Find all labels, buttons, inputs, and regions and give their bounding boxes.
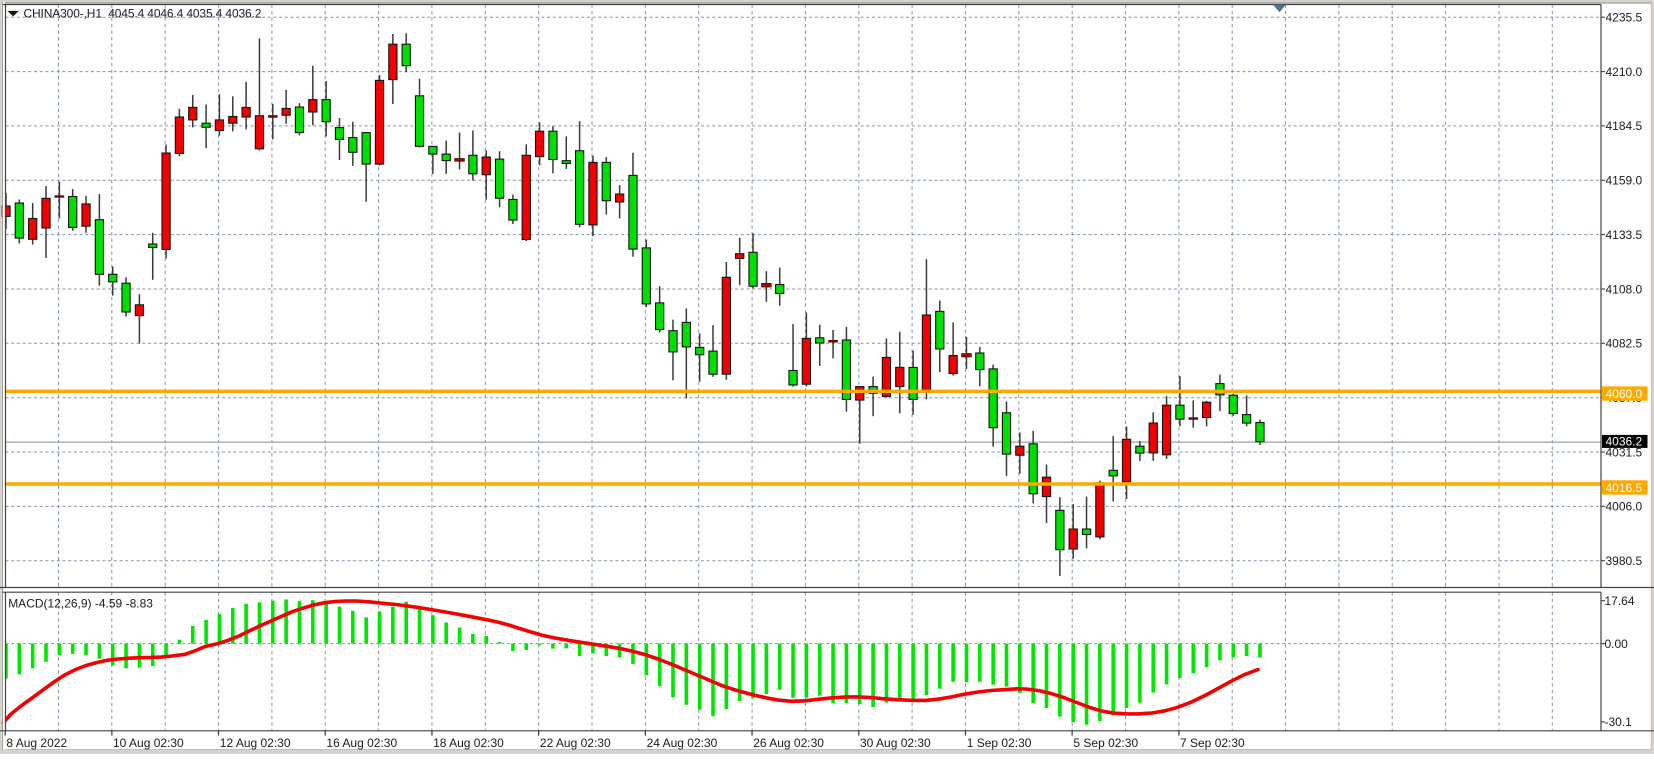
svg-text:4082.5: 4082.5 — [1606, 337, 1643, 351]
svg-text:4159.0: 4159.0 — [1606, 174, 1643, 188]
svg-text:16 Aug 02:30: 16 Aug 02:30 — [326, 736, 397, 750]
svg-text:17.64: 17.64 — [1605, 594, 1635, 608]
svg-text:4036.2: 4036.2 — [1606, 435, 1643, 449]
svg-text:CHINA300-,H1 4045.4 4046.4 40: CHINA300-,H1 4045.4 4046.4 4035.4 4036.2 — [24, 7, 262, 21]
svg-text:5 Sep 02:30: 5 Sep 02:30 — [1073, 736, 1138, 750]
svg-text:10 Aug 02:30: 10 Aug 02:30 — [113, 736, 184, 750]
svg-text:22 Aug 02:30: 22 Aug 02:30 — [540, 736, 611, 750]
svg-text:4031.5: 4031.5 — [1606, 445, 1643, 459]
svg-text:MACD(12,26,9) -4.59 -8.83: MACD(12,26,9) -4.59 -8.83 — [8, 596, 153, 610]
svg-text:4060.0: 4060.0 — [1606, 387, 1643, 401]
svg-text:4133.5: 4133.5 — [1606, 228, 1643, 242]
svg-text:4016.5: 4016.5 — [1606, 481, 1643, 495]
svg-text:4235.5: 4235.5 — [1606, 11, 1643, 25]
svg-text:26 Aug 02:30: 26 Aug 02:30 — [753, 736, 824, 750]
svg-text:1 Sep 02:30: 1 Sep 02:30 — [967, 736, 1032, 750]
svg-text:4006.0: 4006.0 — [1606, 500, 1643, 514]
svg-text:8 Aug 2022: 8 Aug 2022 — [6, 736, 67, 750]
svg-text:3980.5: 3980.5 — [1606, 554, 1643, 568]
svg-text:0.00: 0.00 — [1605, 637, 1629, 651]
svg-text:24 Aug 02:30: 24 Aug 02:30 — [647, 736, 718, 750]
svg-text:4210.0: 4210.0 — [1606, 65, 1643, 79]
svg-text:18 Aug 02:30: 18 Aug 02:30 — [433, 736, 504, 750]
svg-text:4184.5: 4184.5 — [1606, 119, 1643, 133]
svg-text:30 Aug 02:30: 30 Aug 02:30 — [860, 736, 931, 750]
svg-text:4108.0: 4108.0 — [1606, 282, 1643, 296]
svg-text:7 Sep 02:30: 7 Sep 02:30 — [1180, 736, 1245, 750]
svg-text:12 Aug 02:30: 12 Aug 02:30 — [220, 736, 291, 750]
svg-text:-30.1: -30.1 — [1605, 715, 1633, 729]
